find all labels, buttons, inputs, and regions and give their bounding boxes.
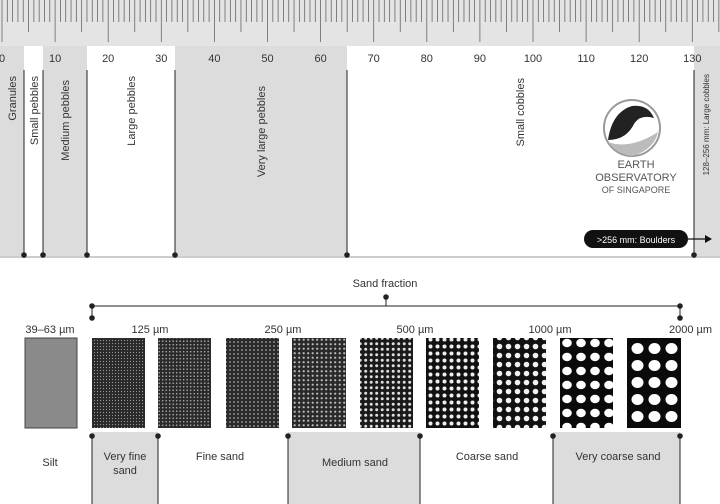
ruler-label: 60 (314, 53, 326, 65)
band (43, 46, 87, 256)
size-label: 500 µm (397, 324, 434, 336)
ruler-label: 20 (102, 53, 114, 65)
size-label: 2000 µm (669, 324, 712, 336)
band (0, 46, 24, 256)
band (553, 432, 680, 504)
sand-class: Fine sand (195, 451, 245, 463)
ruler-label: 110 (577, 53, 595, 65)
band (288, 432, 420, 504)
logo-text: OF SINGAPORE (602, 185, 671, 195)
sand-boundaries (89, 433, 683, 504)
gravel-bands (0, 46, 720, 258)
samples (24, 337, 681, 429)
size-label: 250 µm (265, 324, 302, 336)
gravel-class: Small pebbles (29, 76, 41, 146)
logo-text: OBSERVATORY (595, 172, 677, 184)
ruler-label: 40 (208, 53, 220, 65)
ruler-label: 0 (0, 53, 5, 65)
logo: EARTH OBSERVATORY OF SINGAPORE (595, 99, 677, 195)
sand-class: Very fine sand (103, 451, 147, 477)
ruler-label: 30 (155, 53, 167, 65)
band (175, 46, 347, 256)
ruler-label: 50 (261, 53, 273, 65)
ruler-label: 120 (630, 53, 648, 65)
divider (0, 256, 720, 258)
ruler-label: 100 (524, 53, 542, 65)
band (694, 46, 720, 256)
size-label: 125 µm (132, 324, 169, 336)
ruler-labels: 0 10 20 30 40 50 60 70 80 90 100 110 120 130 (0, 53, 701, 65)
boulders-box (584, 230, 688, 248)
gravel-class: Medium pebbles (60, 80, 72, 161)
ruler-label: 130 (683, 53, 701, 65)
gravel-class: Very large pebbles (256, 86, 268, 178)
sand-bracket (89, 294, 683, 321)
gravel-class: Granules (7, 76, 19, 121)
band-boundaries (21, 70, 697, 258)
ruler-label: 70 (368, 53, 380, 65)
gravel-class: 128–256 mm: Large cobbles (702, 74, 711, 175)
sand-class: Medium sand (321, 457, 389, 469)
gravel-class: Large pebbles (126, 76, 138, 146)
gravel-class: Small cobbles (515, 78, 527, 147)
size-label: 39–63 µm (25, 324, 74, 336)
sand-class: Silt (42, 457, 58, 469)
boulders-label: >256 mm: Boulders (597, 235, 676, 245)
ruler-label: 90 (474, 53, 486, 65)
ruler-label: 10 (49, 53, 61, 65)
ruler (0, 0, 720, 46)
logo-text: EARTH (617, 159, 654, 171)
sand-title: Sand fraction (353, 278, 418, 290)
sand-class: Coarse sand (455, 451, 519, 463)
sand-class: Very coarse sand (575, 451, 661, 463)
ruler-ticks (1, 0, 720, 42)
band (92, 432, 158, 504)
size-label: 1000 µm (528, 324, 571, 336)
ruler-label: 80 (421, 53, 433, 65)
